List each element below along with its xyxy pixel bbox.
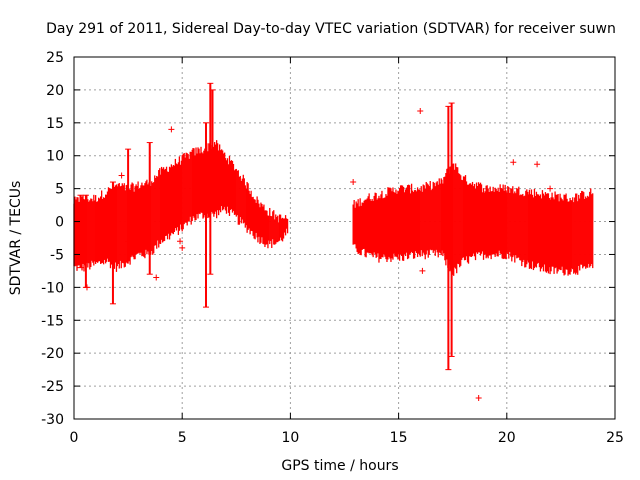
- y-tick-label-5: -5: [50, 247, 64, 263]
- y-tick-label-3: -15: [41, 313, 64, 329]
- x-tick-label-1: 5: [178, 430, 187, 446]
- y-axis-label: SDTVAR / TECUs: [8, 181, 24, 296]
- x-tick-label-2: 10: [281, 430, 299, 446]
- y-tick-label-7: 5: [55, 182, 64, 198]
- x-axis-label: GPS time / hours: [281, 458, 398, 474]
- x-tick-label-5: 25: [606, 430, 624, 446]
- y-tick-label-1: -25: [41, 379, 64, 395]
- sdtvar-point-1: [168, 126, 175, 133]
- y-tick-label-11: 25: [46, 50, 64, 66]
- sdtvar-point-11: [153, 274, 160, 281]
- sdtvar-point-6: [510, 159, 517, 166]
- sdtvar-point-2: [179, 244, 186, 251]
- axis-ticks: 0 5 10 15 20 25 -30 -25 -20 -15 -10 -5 0 5 10 15 20 25: [41, 50, 624, 446]
- sdtvar-point-0: [83, 284, 90, 291]
- y-tick-label-2: -20: [41, 346, 64, 362]
- y-tick-label-6: 0: [55, 215, 64, 231]
- data-series: [73, 82, 594, 401]
- y-tick-label-8: 10: [46, 149, 64, 165]
- sdtvar-point-5: [475, 394, 482, 401]
- sdtvar-point-10: [419, 267, 426, 274]
- sdtvar-point-9: [350, 179, 357, 186]
- y-tick-label-0: -30: [41, 412, 64, 428]
- sdtvar-point-7: [534, 161, 541, 168]
- sdtvar-point-4: [417, 107, 424, 114]
- x-tick-label-4: 20: [498, 430, 516, 446]
- x-tick-label-3: 15: [390, 430, 408, 446]
- y-tick-label-9: 15: [46, 116, 64, 132]
- y-tick-label-10: 20: [46, 83, 64, 99]
- x-tick-label-0: 0: [70, 430, 79, 446]
- sdtvar-point-12: [118, 172, 125, 179]
- chart-title: Day 291 of 2011, Sidereal Day-to-day VTE…: [46, 21, 616, 37]
- sdtvar-point-8: [547, 185, 554, 192]
- sdtvar-point-3: [177, 238, 184, 245]
- plot-frame: [73, 56, 616, 420]
- y-tick-label-4: -10: [41, 280, 64, 296]
